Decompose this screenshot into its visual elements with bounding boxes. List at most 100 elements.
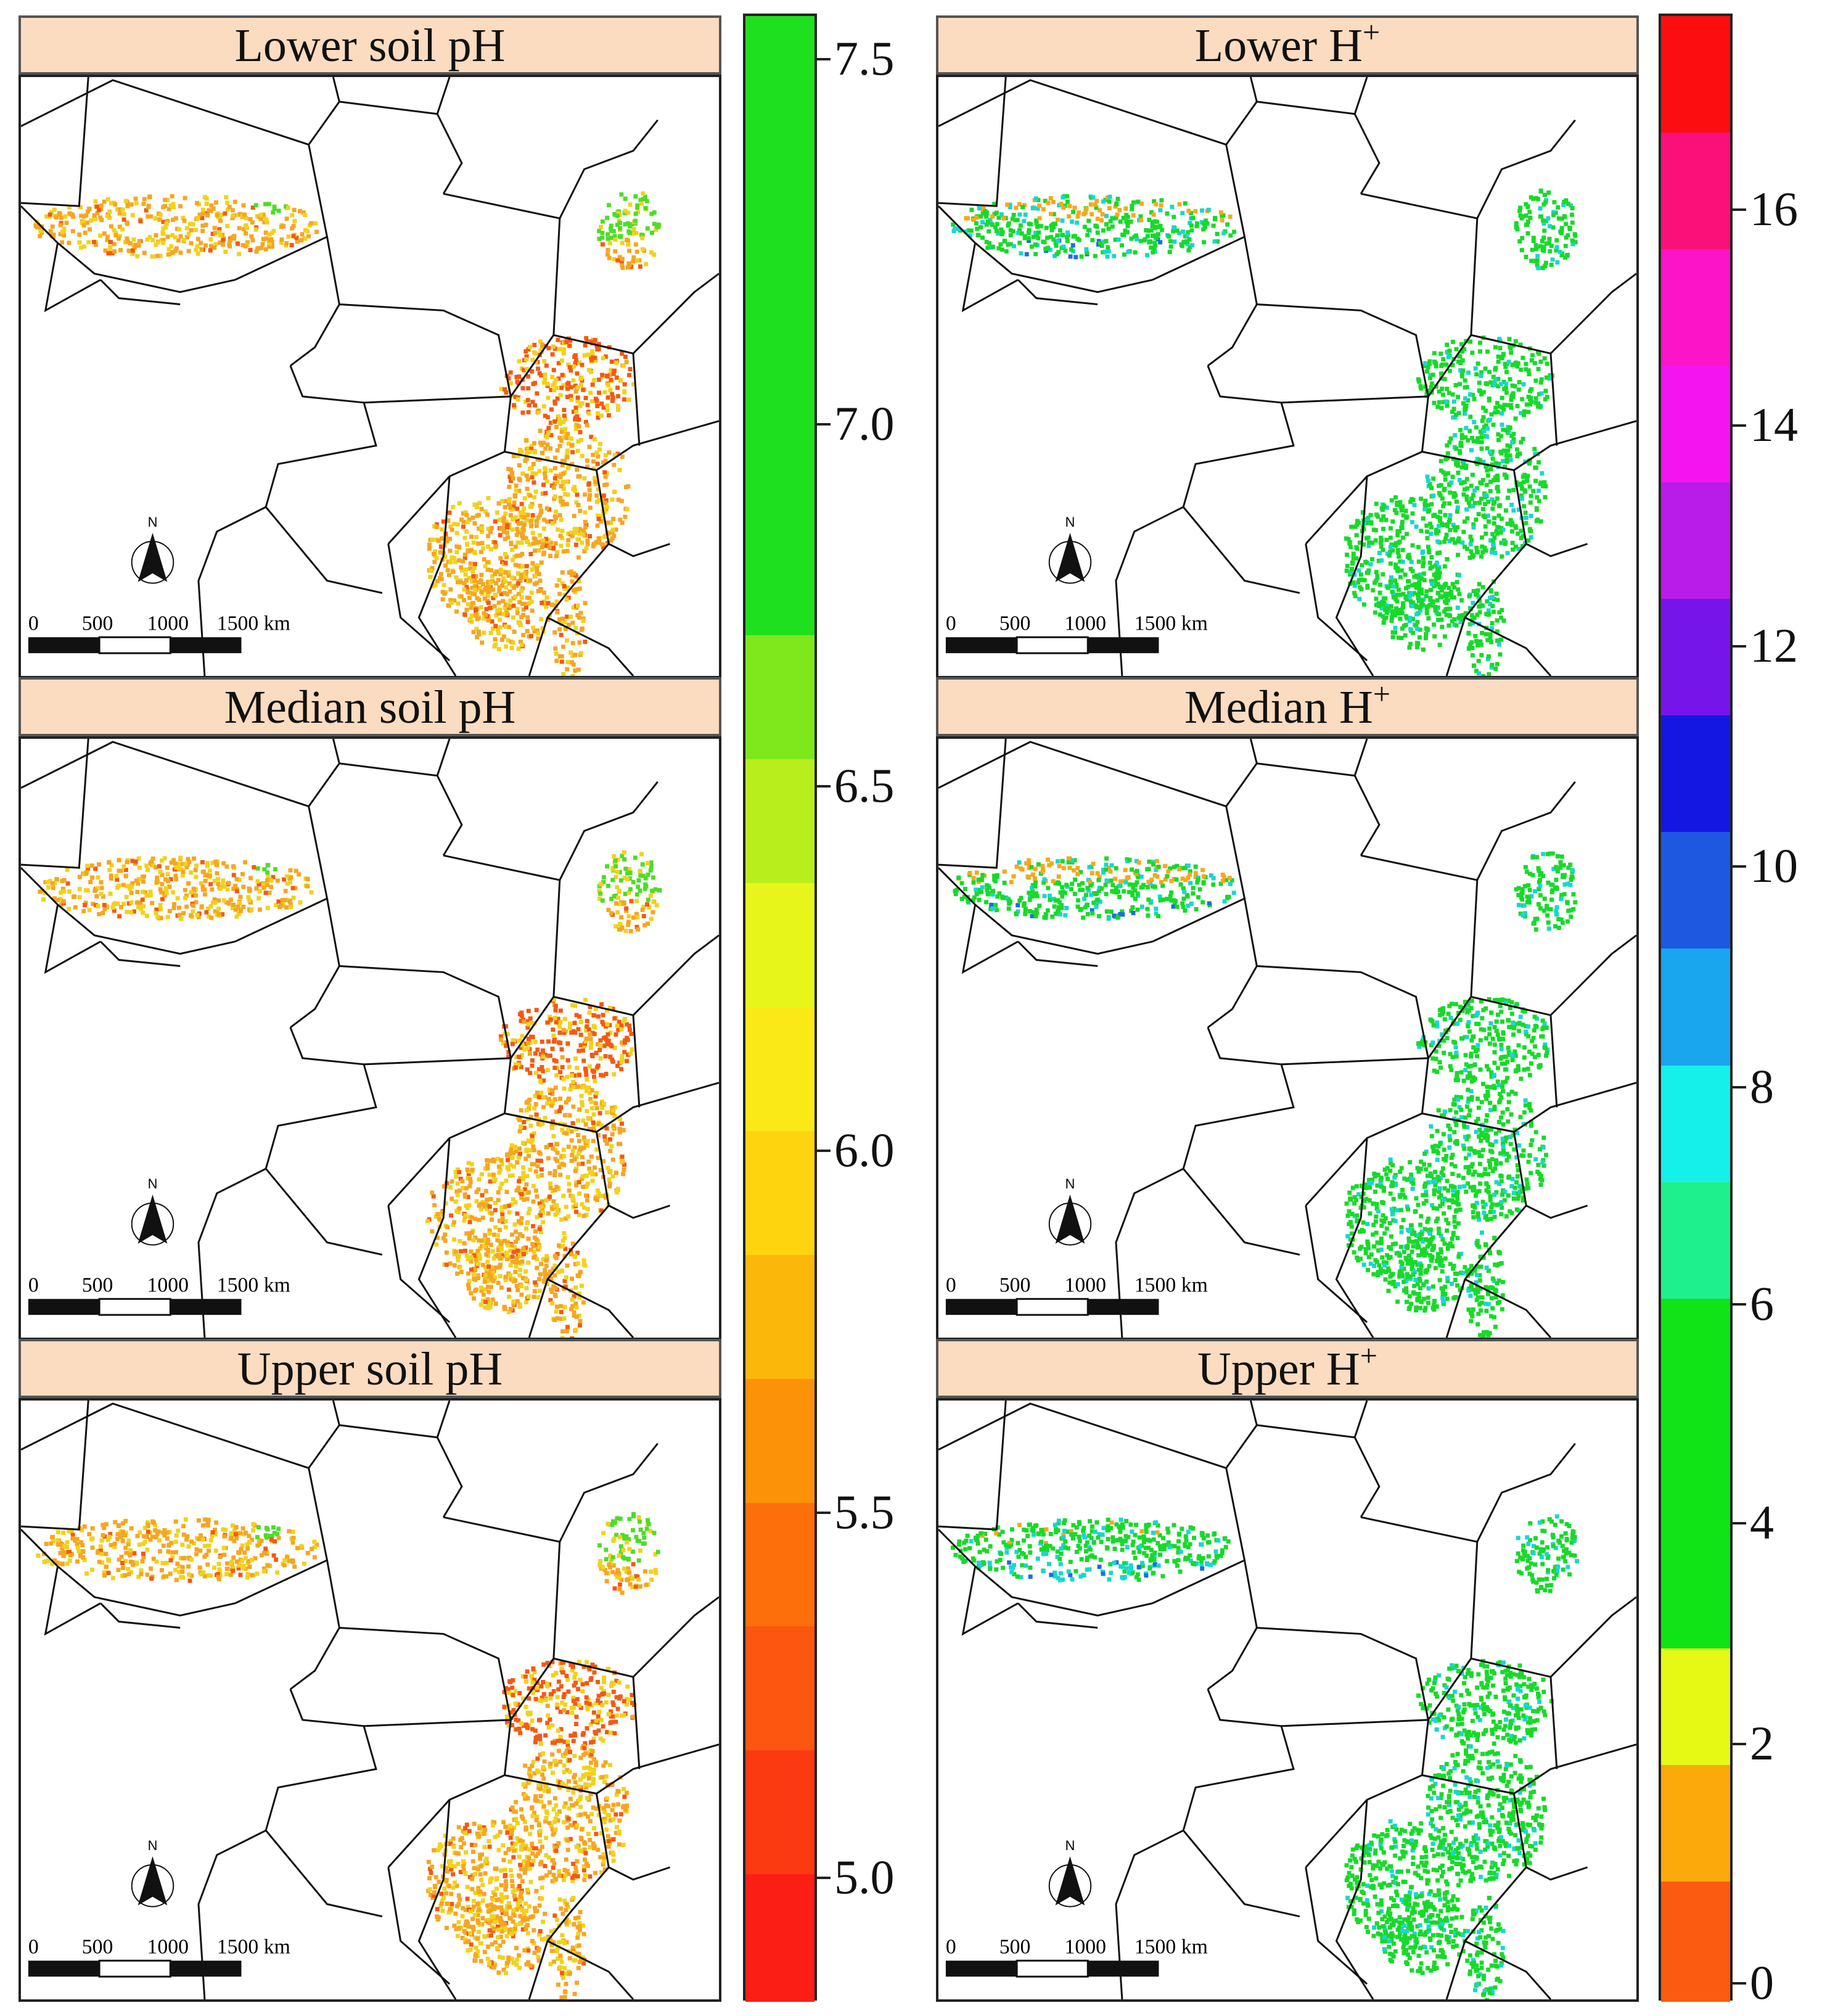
map-pixel [565,1838,570,1843]
map-pixel [60,886,65,891]
map-pixel [600,1106,605,1111]
map-pixel [221,1545,226,1550]
map-pixel [554,509,559,514]
map-pixel [578,509,583,513]
map-pixel [604,1700,609,1705]
map-pixel [186,862,191,867]
map-pixel [485,512,490,517]
map-pixel [532,1670,537,1675]
map-pixel [496,501,501,506]
map-pixel [578,1804,583,1809]
map-pixel [518,1862,523,1867]
map-pixel [626,242,631,247]
map-pixel [170,1555,175,1560]
map-pixel [463,1907,468,1912]
map-pixel [90,1526,95,1531]
map-pixel [606,908,611,913]
map-pixel [525,1046,530,1051]
map-pixel [263,1533,268,1538]
map-pixel [539,617,544,622]
map-pixel [571,1695,576,1700]
map-pixel [518,1232,523,1236]
map-pixel [613,901,618,906]
map-pixel [167,1529,172,1534]
map-pixel [553,1148,558,1153]
map-pixel [448,1839,453,1844]
map-pixel [555,1811,560,1816]
map-pixel [430,1190,435,1195]
map-pixel [515,1821,520,1825]
map-pixel [473,1277,478,1282]
map-pixel [557,1809,562,1814]
map-pixel [524,1147,529,1152]
map-pixel [180,1565,185,1570]
map-pixel [136,856,141,861]
map-pixel [565,660,570,665]
map-pixel [555,448,560,453]
map-pixel [536,1150,541,1155]
country-border [608,543,671,557]
map-pixel [482,1832,486,1837]
map-pixel [106,251,111,256]
map-pixel [611,1703,616,1708]
map-pixel [570,1336,575,1338]
map-pixel [165,1530,170,1535]
map-pixel [609,520,613,525]
map-pixel [585,1706,590,1711]
map-pixel [590,1172,595,1177]
map-pixel [541,1680,546,1685]
map-pixel [569,1073,574,1078]
map-pixel [521,525,526,530]
map-pixel [565,386,570,391]
map-pixel [568,614,573,619]
map-pixel [490,574,494,579]
map-pixel [626,221,631,226]
map-pixel [612,369,617,374]
map-pixel [474,1199,479,1204]
map-pixel [549,1142,554,1147]
map-pixel [463,1871,468,1876]
map-pixel [444,1925,449,1930]
map-pixel [508,604,513,609]
map-pixel [491,1897,496,1902]
map-pixel [625,1684,630,1689]
map-pixel [620,455,625,459]
map-pixel [572,1294,576,1299]
map-pixel [550,1301,555,1306]
map-pixel [479,1830,484,1835]
map-pixel [153,1523,158,1528]
map-pixel [634,249,639,254]
map-pixel [551,1266,556,1271]
map-pixel [161,241,166,245]
map-pixel [528,1832,533,1837]
map-pixel [568,1796,573,1801]
map-pixel [550,1740,555,1745]
map-pixel [269,884,274,889]
map-pixel [617,870,622,874]
map-pixel [456,1861,461,1866]
map-pixel [585,464,590,469]
map-pixel [552,1066,557,1070]
map-pixel [445,568,450,573]
map-pixel [571,378,576,383]
map-pixel [477,1177,482,1182]
map-pixel [486,1917,491,1922]
map-pixel [570,620,575,625]
map-pixel [513,1065,518,1070]
map-pixel [573,1202,578,1207]
map-pixel [93,866,98,871]
map-pixel [593,337,597,342]
map-pixel [601,1013,605,1018]
map-pixel [41,897,46,902]
map-pixel [533,489,538,494]
map-pixel [272,1531,277,1536]
map-pixel [484,1252,489,1257]
map-pixel [565,1263,570,1268]
map-pixel [455,1181,460,1186]
map-pixel [586,1085,591,1090]
map-pixel [526,1008,531,1013]
map-pixel [596,1812,601,1817]
map-pixel [261,882,266,887]
map-pixel [575,385,580,390]
map-pixel [482,557,486,562]
